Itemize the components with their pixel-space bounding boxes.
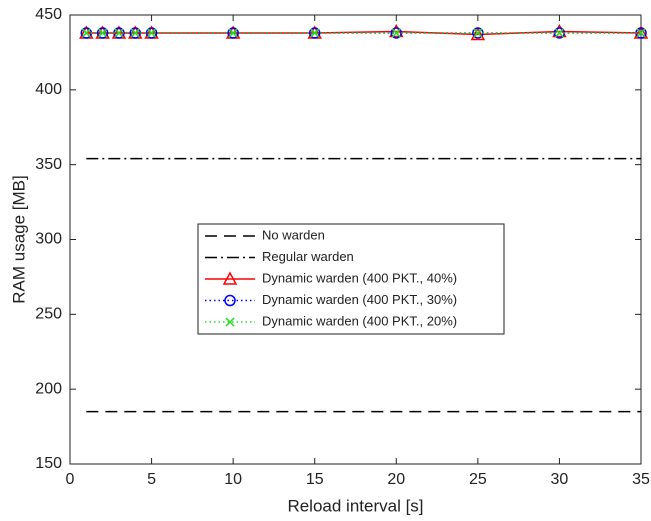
marker	[470, 26, 486, 41]
marker	[391, 28, 401, 38]
marker	[96, 27, 109, 39]
marker	[224, 294, 236, 307]
y-tick-label: 300	[35, 231, 62, 248]
y-tick-label: 350	[35, 156, 62, 173]
marker	[310, 28, 320, 38]
legend-label: Regular warden	[262, 249, 354, 264]
marker	[390, 27, 403, 39]
marker	[129, 27, 142, 39]
y-tick-label: 250	[35, 306, 62, 323]
x-tick-label: 25	[469, 471, 487, 488]
x-tick-label: 30	[551, 471, 569, 488]
marker	[308, 27, 321, 39]
x-tick-label: 5	[147, 471, 156, 488]
marker	[147, 28, 157, 38]
x-tick-label: 0	[66, 471, 75, 488]
y-axis-label: RAM usage [MB]	[9, 175, 28, 304]
marker	[554, 28, 564, 38]
x-tick-label: 10	[224, 471, 242, 488]
marker	[225, 317, 235, 327]
legend-label: No warden	[262, 227, 325, 242]
marker	[227, 27, 239, 39]
marker	[636, 28, 646, 38]
marker	[228, 28, 238, 38]
marker	[98, 28, 108, 38]
legend-label: Dynamic warden (400 PKT., 40%)	[262, 270, 457, 285]
legend: No warden Regular warden Dynamic warden (4…	[197, 223, 505, 335]
y-tick-label: 150	[35, 455, 62, 472]
y-tick-label: 400	[35, 81, 62, 98]
marker	[145, 27, 158, 39]
legend-label: Dynamic warden (400 PKT., 20%)	[262, 313, 457, 328]
marker	[81, 28, 91, 38]
x-axis-label: Reload interval [s]	[287, 496, 423, 515]
y-tick-label: 450	[35, 6, 62, 23]
marker	[130, 28, 140, 38]
x-tick-label: 15	[306, 471, 324, 488]
marker	[114, 28, 124, 38]
x-tick-label: 20	[387, 471, 405, 488]
y-tick-label: 200	[35, 380, 62, 397]
marker	[473, 28, 483, 38]
legend-label: Dynamic warden (400 PKT., 30%)	[262, 292, 457, 307]
marker	[222, 271, 238, 285]
x-tick-label: 35	[632, 471, 650, 488]
